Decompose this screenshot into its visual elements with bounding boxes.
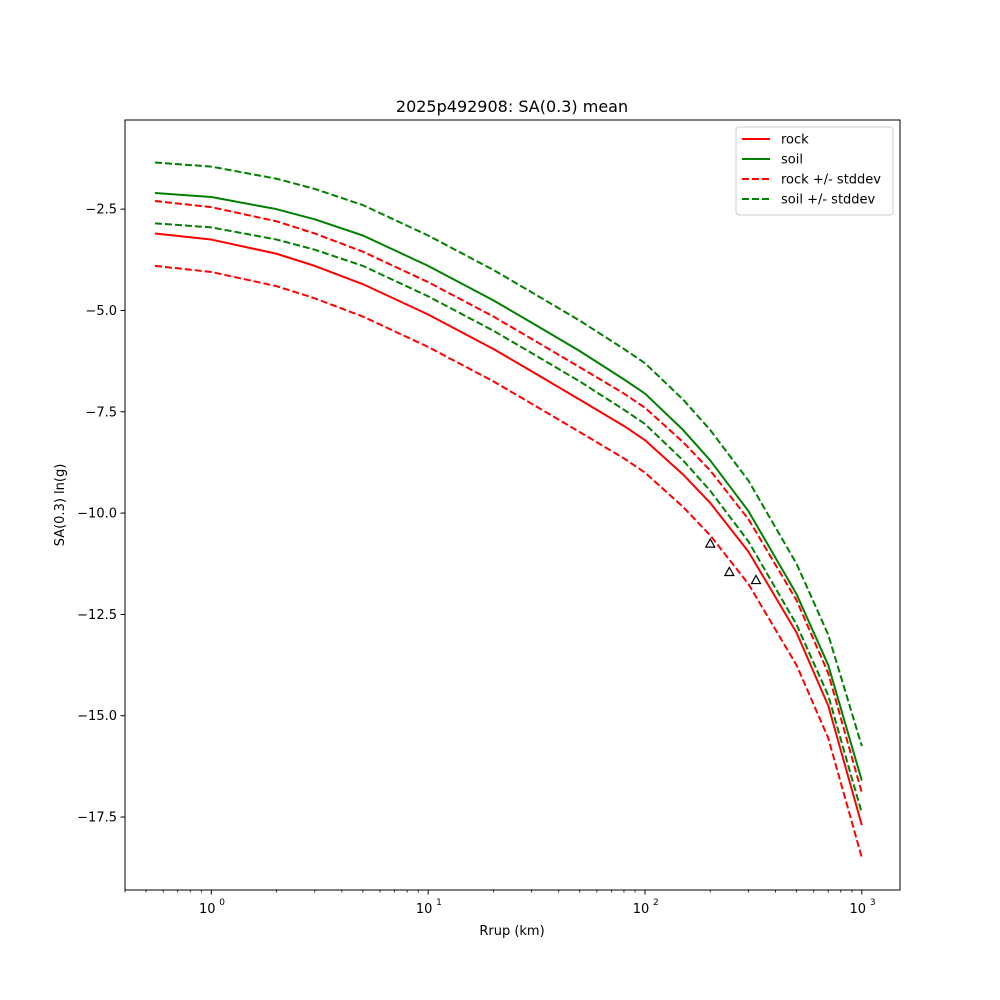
observation-marker [750,574,762,585]
observation-marker [704,537,716,548]
legend-label: rock [781,133,809,148]
x-tick-label-exponent: 3 [870,898,876,908]
x-tick-label-exponent: 2 [653,898,659,908]
x-tick-label-exponent: 1 [436,898,442,908]
y-tick-label: −7.5 [85,405,117,420]
plot-area [124,119,901,891]
y-tick-label: −17.5 [77,811,117,826]
curve-layer [154,161,863,858]
y-tick-label: −10.0 [77,507,117,522]
y-axis: −2.5 −5.0 −7.5 −10.0 −12.5 −15.0 −17.5 [77,203,125,826]
x-tick-label-exponent: 0 [219,898,225,908]
y-tick-label: −2.5 [85,203,117,218]
legend-label: soil [781,153,803,168]
rock-mean-line [154,232,863,826]
rock-mean-stddev-line [154,264,863,858]
x-tick-label: 10 [199,902,216,917]
x-tick-label: 10 [633,902,650,917]
soil-mean-stddev-line [154,222,863,814]
x-axis-label: Rrup (km) [479,924,544,939]
y-tick-label: −15.0 [77,709,117,724]
x-tick-label: 10 [850,902,867,917]
legend-label: soil +/- stddev [781,193,876,208]
observation-marker-layer [704,537,762,585]
y-tick-label: −12.5 [77,608,117,623]
legend-box [735,126,894,216]
x-axis: 10 0 10 1 10 2 10 3 [124,890,876,917]
legend-label: rock +/- stddev [781,173,881,188]
observation-marker [723,566,735,577]
rock-mean-plus-stddev-line [154,200,863,794]
chart-title: 2025p492908: SA(0.3) mean [396,97,628,116]
y-axis-label: SA(0.3) ln(g) [53,464,68,547]
axes-frame [124,119,901,891]
soil-mean-plus-stddev-line [154,161,863,747]
legend: rock soil rock +/- stddev soil +/- stddev [735,126,894,216]
y-tick-label: −5.0 [85,304,117,319]
soil-mean-line [154,191,863,781]
x-tick-label: 10 [416,902,433,917]
